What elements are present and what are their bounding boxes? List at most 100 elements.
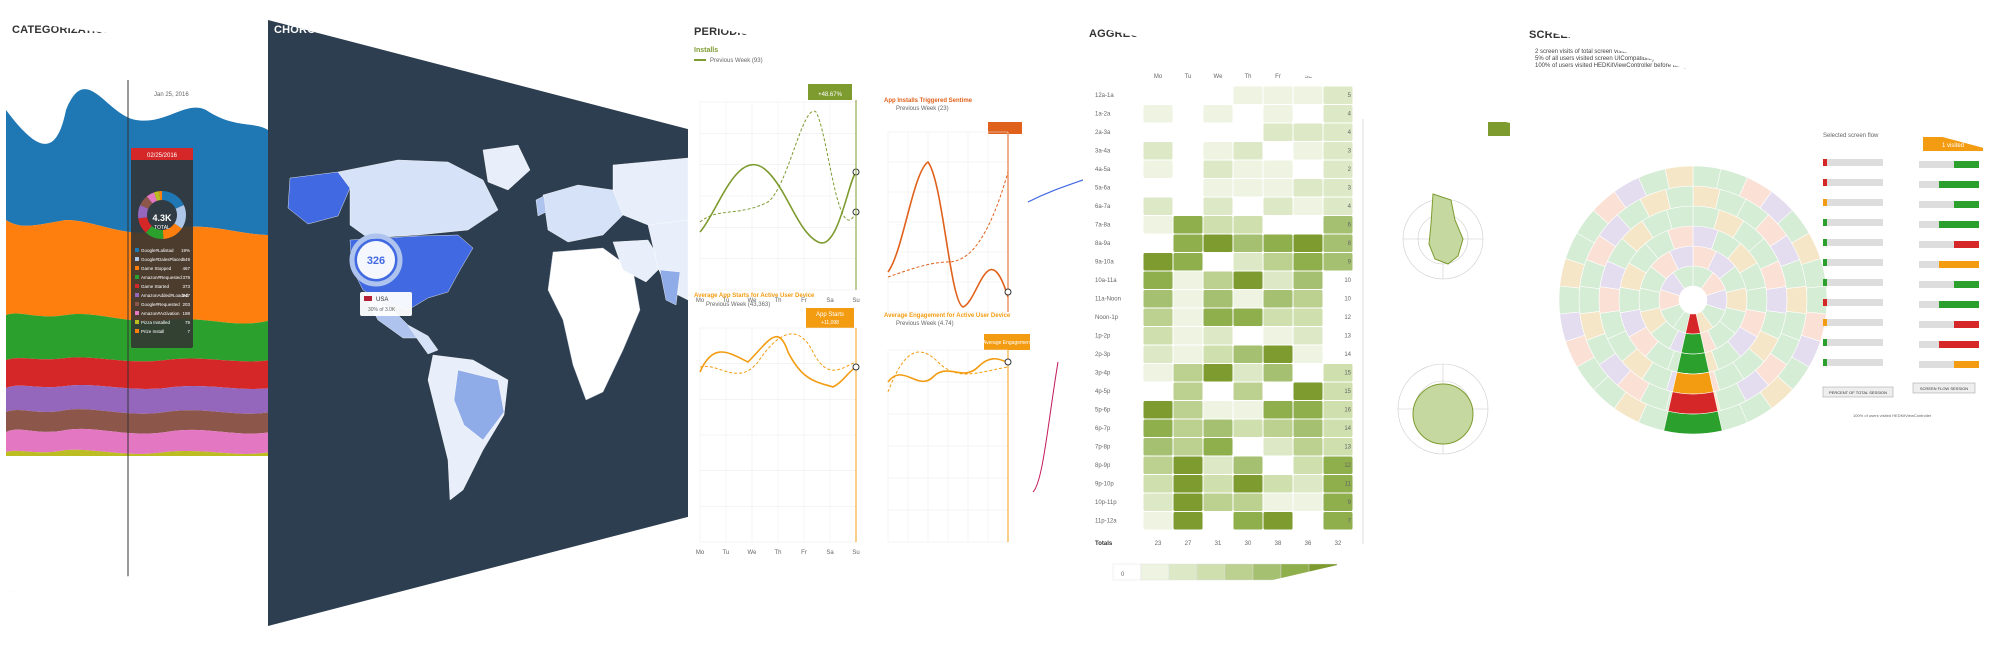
heatmap-cell[interactable] xyxy=(1233,419,1263,438)
heatmap-cell[interactable] xyxy=(1203,160,1233,179)
heatmap-cell[interactable] xyxy=(1323,419,1353,438)
heatmap-cell[interactable] xyxy=(1263,475,1293,493)
heatmap-cell[interactable] xyxy=(1233,382,1263,401)
heatmap-cell[interactable] xyxy=(1143,216,1173,234)
heatmap-cell[interactable] xyxy=(1143,197,1173,216)
heatmap-cell[interactable] xyxy=(1143,475,1173,493)
heatmap-cell[interactable] xyxy=(1293,327,1323,345)
heatmap-cell[interactable] xyxy=(1293,216,1323,234)
heatmap-cell[interactable] xyxy=(1233,86,1263,105)
heatmap-cell[interactable] xyxy=(1173,308,1203,327)
sunburst-segment[interactable] xyxy=(1558,285,1580,315)
heatmap-cell[interactable] xyxy=(1233,512,1263,530)
heatmap-cell[interactable] xyxy=(1263,160,1293,179)
sunburst-segment[interactable] xyxy=(1665,185,1694,210)
heatmap-cell[interactable] xyxy=(1143,290,1173,308)
heatmap-cell[interactable] xyxy=(1323,327,1353,345)
heatmap-cell[interactable] xyxy=(1203,234,1233,253)
heatmap-cell[interactable] xyxy=(1173,123,1203,142)
heatmap-cell[interactable] xyxy=(1233,253,1263,271)
heatmap-cell[interactable] xyxy=(1293,179,1323,197)
heatmap-cell[interactable] xyxy=(1143,345,1173,364)
heatmap-cell[interactable] xyxy=(1203,290,1233,308)
heatmap-cell[interactable] xyxy=(1143,308,1173,327)
heatmap-cell[interactable] xyxy=(1293,234,1323,253)
heatmap-cell[interactable] xyxy=(1263,86,1293,105)
heatmap-cell[interactable] xyxy=(1173,142,1203,160)
heatmap-cell[interactable] xyxy=(1293,345,1323,364)
heatmap-cell[interactable] xyxy=(1233,438,1263,456)
heatmap-cell[interactable] xyxy=(1323,493,1353,512)
heatmap-cell[interactable] xyxy=(1143,86,1173,105)
flow-bar-left[interactable] xyxy=(1823,319,1883,326)
heatmap-cell[interactable] xyxy=(1173,271,1203,290)
flow-bar-right[interactable] xyxy=(1919,241,1979,248)
heatmap-cell[interactable] xyxy=(1173,475,1203,493)
heatmap-cell[interactable] xyxy=(1173,327,1203,345)
flow-bar-right[interactable] xyxy=(1919,321,1979,328)
sunburst-segment[interactable] xyxy=(1598,286,1621,314)
heatmap-cell[interactable] xyxy=(1293,86,1323,105)
heatmap-cell[interactable] xyxy=(1323,364,1353,382)
heatmap-cell[interactable] xyxy=(1233,401,1263,419)
heatmap-cell[interactable] xyxy=(1143,179,1173,197)
heatmap-cell[interactable] xyxy=(1173,179,1203,197)
heatmap-cell[interactable] xyxy=(1323,512,1353,530)
flow-bar-left[interactable] xyxy=(1823,299,1883,306)
heatmap-cell[interactable] xyxy=(1263,438,1293,456)
heatmap-cell[interactable] xyxy=(1293,456,1323,475)
heatmap-cell[interactable] xyxy=(1203,216,1233,234)
heatmap-cell[interactable] xyxy=(1173,364,1203,382)
heatmap-cell[interactable] xyxy=(1203,345,1233,364)
sunburst-selected-segment[interactable] xyxy=(1663,410,1723,435)
flow-bar-left[interactable] xyxy=(1823,219,1883,226)
heatmap-cell[interactable] xyxy=(1203,456,1233,475)
heatmap-cell[interactable] xyxy=(1263,419,1293,438)
heatmap-cell[interactable] xyxy=(1203,401,1233,419)
heatmap-cell[interactable] xyxy=(1233,105,1263,123)
heatmap-cell[interactable] xyxy=(1263,105,1293,123)
heatmap-cell[interactable] xyxy=(1143,327,1173,345)
flow-bar-right[interactable] xyxy=(1919,201,1979,208)
heatmap-cell[interactable] xyxy=(1203,86,1233,105)
heatmap-cell[interactable] xyxy=(1293,290,1323,308)
heatmap-cell[interactable] xyxy=(1143,364,1173,382)
heatmap-cell[interactable] xyxy=(1173,290,1203,308)
heatmap-cell[interactable] xyxy=(1323,345,1353,364)
heatmap-cell[interactable] xyxy=(1323,475,1353,493)
heatmap-cell[interactable] xyxy=(1233,234,1263,253)
heatmap-cell[interactable] xyxy=(1293,512,1323,530)
heatmap-cell[interactable] xyxy=(1263,290,1293,308)
heatmap-cell[interactable] xyxy=(1203,105,1233,123)
heatmap-cell[interactable] xyxy=(1233,216,1263,234)
heatmap-cell[interactable] xyxy=(1203,253,1233,271)
heatmap-cell[interactable] xyxy=(1263,271,1293,290)
heatmap-cell[interactable] xyxy=(1233,142,1263,160)
flow-bar-left[interactable] xyxy=(1823,259,1883,266)
heatmap-cell[interactable] xyxy=(1233,308,1263,327)
heatmap-cell[interactable] xyxy=(1233,197,1263,216)
heatmap-cell[interactable] xyxy=(1263,327,1293,345)
heatmap-cell[interactable] xyxy=(1173,382,1203,401)
sunburst-selected-segment[interactable] xyxy=(1672,371,1714,395)
heatmap-cell[interactable] xyxy=(1263,382,1293,401)
flow-bar-left[interactable] xyxy=(1823,339,1883,346)
heatmap-cell[interactable] xyxy=(1203,438,1233,456)
flow-bar-left[interactable] xyxy=(1823,199,1883,206)
heatmap-cell[interactable] xyxy=(1233,456,1263,475)
heatmap-cell[interactable] xyxy=(1173,86,1203,105)
sunburst-segment[interactable] xyxy=(1745,286,1768,314)
heatmap-cell[interactable] xyxy=(1323,308,1353,327)
heatmap-cell[interactable] xyxy=(1323,216,1353,234)
heatmap-cell[interactable] xyxy=(1173,493,1203,512)
heatmap-cell[interactable] xyxy=(1263,123,1293,142)
heatmap-cell[interactable] xyxy=(1263,253,1293,271)
heatmap-cell[interactable] xyxy=(1293,382,1323,401)
sunburst-selected-segment[interactable] xyxy=(1676,352,1710,375)
heatmap-cell[interactable] xyxy=(1203,493,1233,512)
heatmap-cell[interactable] xyxy=(1203,419,1233,438)
heatmap-cell[interactable] xyxy=(1263,401,1293,419)
heatmap-cell[interactable] xyxy=(1233,271,1263,290)
heatmap-cell[interactable] xyxy=(1293,419,1323,438)
heatmap-cell[interactable] xyxy=(1323,86,1353,105)
